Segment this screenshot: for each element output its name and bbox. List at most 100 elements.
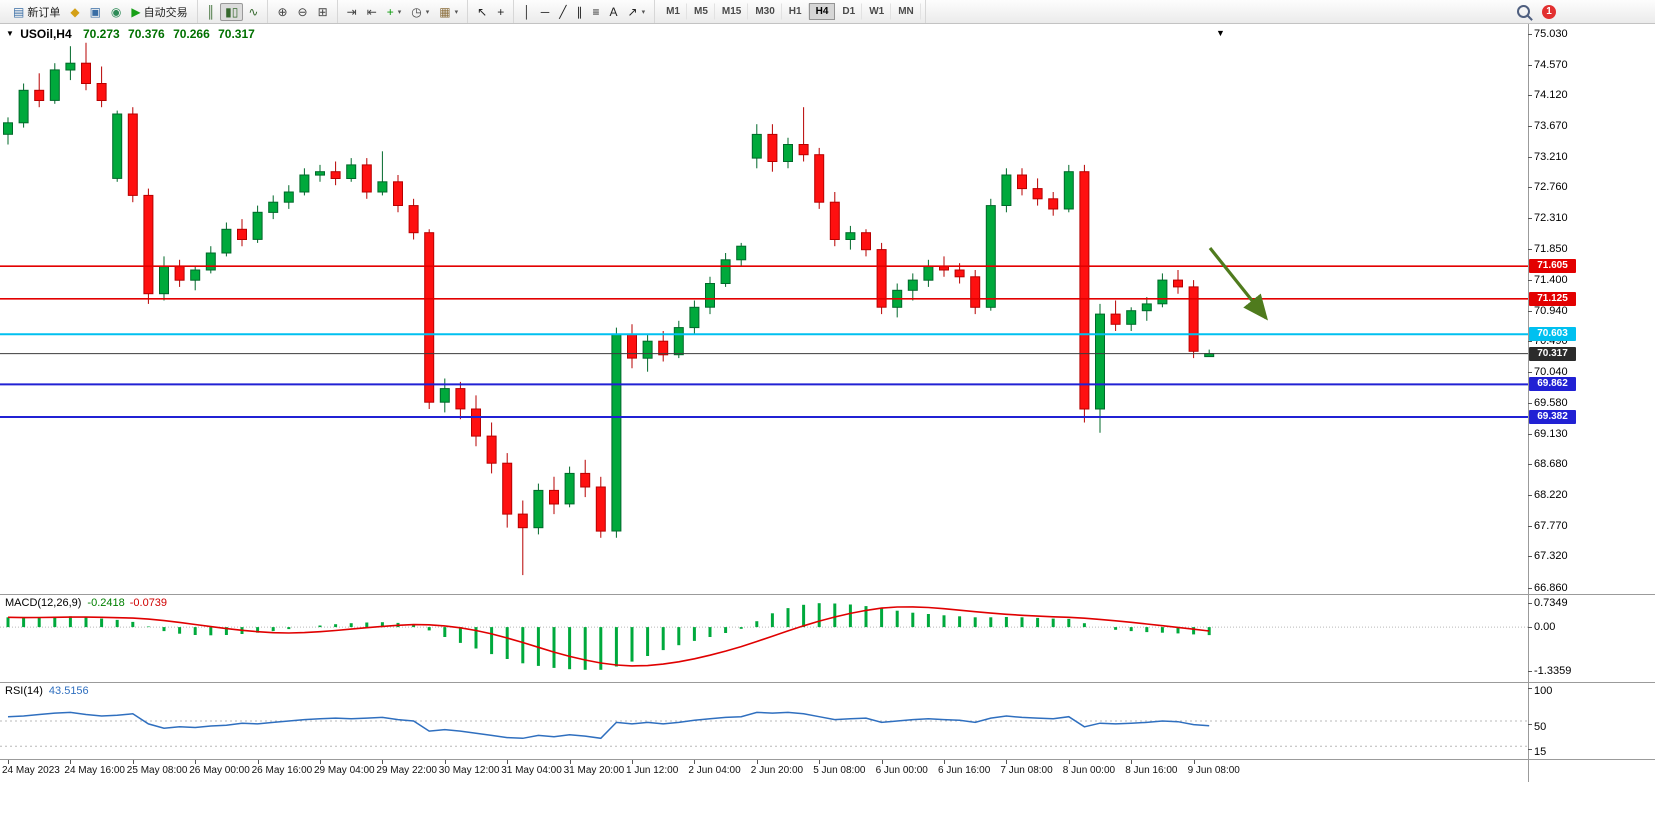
time-axis-tick xyxy=(195,760,197,764)
auto-scroll-button[interactable]: ⇥ xyxy=(342,3,362,21)
timeframe-h1[interactable]: H1 xyxy=(782,3,809,20)
horizontal-line-icon: ─ xyxy=(540,4,550,19)
bar-chart-icon: ║ xyxy=(206,4,216,19)
arrow-tool-icon: ↗ xyxy=(627,4,638,19)
zoom-out-button[interactable]: ⊖ xyxy=(293,3,313,21)
rsi-indicator-label: RSI(14) 43.5156 xyxy=(5,685,89,697)
text-button[interactable]: A xyxy=(604,3,622,21)
time-axis-label: 8 Jun 00:00 xyxy=(1062,765,1116,776)
timeframe-m15[interactable]: M15 xyxy=(715,3,749,20)
vertical-line-button[interactable]: │ xyxy=(518,3,536,21)
time-axis-tick xyxy=(694,760,696,764)
time-axis-label: 1 Jun 12:00 xyxy=(626,765,679,776)
price-level-tag[interactable]: 71.125 xyxy=(1529,291,1576,306)
candlestick-chart-button[interactable]: ▮▯ xyxy=(220,2,244,21)
price-axis-tick xyxy=(1528,125,1532,127)
rsi-axis-label: 15 xyxy=(1534,746,1547,759)
notification-badge[interactable]: 1 xyxy=(1542,4,1556,19)
new-order-button[interactable]: ▤ 新订单 xyxy=(8,1,65,23)
auto-scroll-icon: ⇥ xyxy=(346,4,357,19)
down-arrow-annotation[interactable] xyxy=(1208,247,1268,321)
rsi-current-value: 43.5156 xyxy=(48,685,89,697)
time-axis-tick xyxy=(507,760,509,764)
price-axis-label: 67.770 xyxy=(1534,519,1568,532)
line-chart-button[interactable]: ∿ xyxy=(243,3,263,21)
price-axis-tick xyxy=(1528,64,1532,66)
fibonacci-button[interactable]: ≡ xyxy=(587,3,604,21)
price-level-tag[interactable]: 71.605 xyxy=(1529,259,1576,274)
time-axis-label: 30 May 12:00 xyxy=(438,765,500,776)
time-axis-tick xyxy=(1068,760,1070,764)
symbol-dropdown-icon[interactable]: ▼ xyxy=(6,29,14,38)
time-axis-label: 31 May 04:00 xyxy=(501,765,562,776)
autotrading-button[interactable]: ▶ 自动交易 xyxy=(126,1,192,23)
timeframe-mn[interactable]: MN xyxy=(891,3,921,20)
price-level-tag[interactable]: 70.603 xyxy=(1529,327,1576,342)
price-axis-label: 70.940 xyxy=(1534,304,1568,317)
rsi-panel-canvas[interactable] xyxy=(0,683,1528,759)
chart-shift-button[interactable]: ⇤ xyxy=(362,3,382,21)
open-value: 70.273 xyxy=(82,27,120,41)
price-axis-tick xyxy=(1528,187,1532,189)
time-axis-label: 6 Jun 16:00 xyxy=(938,765,991,776)
time-scale[interactable]: 24 May 2023 24 May 16:00 25 May 08:00 26 Ma… xyxy=(0,760,1528,782)
indicators-button[interactable]: + ▾ xyxy=(382,3,407,21)
price-axis-label: 74.570 xyxy=(1534,58,1568,71)
price-axis-tick xyxy=(1528,279,1532,281)
line-chart-icon: ∿ xyxy=(248,4,259,19)
terminal-button[interactable]: ◉ xyxy=(106,3,126,21)
price-level-tag[interactable]: 69.862 xyxy=(1529,377,1576,392)
tile-windows-button[interactable]: ⊞ xyxy=(313,3,333,21)
current-price-tag: 70.317 xyxy=(1529,346,1576,361)
one-click-trading-collapse-icon[interactable]: ▼ xyxy=(1216,28,1225,38)
panel-resize-separator[interactable] xyxy=(0,682,1655,683)
price-axis-tick xyxy=(1528,556,1532,558)
navigator-button[interactable]: ▣ xyxy=(85,3,106,21)
toolbar-group-cursor: ↖ + xyxy=(468,0,515,23)
panel-separator xyxy=(0,759,1655,760)
price-level-tag[interactable]: 69.382 xyxy=(1529,409,1576,424)
timeframe-m5[interactable]: M5 xyxy=(687,3,715,20)
horizontal-line-button[interactable]: ─ xyxy=(536,3,555,21)
price-chart-canvas[interactable]: ▼ xyxy=(0,24,1528,594)
macd-panel-canvas[interactable] xyxy=(0,595,1528,682)
time-axis-label: 24 May 2023 xyxy=(2,765,60,776)
market-watch-button[interactable]: ◆ xyxy=(65,3,84,21)
periods-button[interactable]: ◷ ▾ xyxy=(406,3,434,21)
time-axis-tick xyxy=(944,760,945,764)
arrows-button[interactable]: ↗ ▾ xyxy=(623,3,651,21)
price-axis-label: 68.220 xyxy=(1534,489,1568,502)
macd-axis-tick xyxy=(1528,602,1532,604)
channel-button[interactable]: ∥ xyxy=(571,3,587,21)
trendline-button[interactable]: ╱ xyxy=(554,3,571,21)
search-icon[interactable] xyxy=(1517,5,1530,18)
vertical-line-icon: │ xyxy=(523,4,531,19)
rsi-axis-tick xyxy=(1528,724,1532,725)
time-axis-tick xyxy=(444,760,446,764)
price-axis-tick xyxy=(1528,310,1532,312)
macd-histogram xyxy=(6,603,1211,670)
timeframe-m1[interactable]: M1 xyxy=(659,3,687,20)
zoom-in-button[interactable]: ⊕ xyxy=(272,3,292,21)
toolbar-right-group: 1 xyxy=(1517,4,1556,19)
price-axis-tick xyxy=(1528,495,1532,497)
price-axis-label: 71.400 xyxy=(1534,273,1568,286)
chart-title: ▼ USOil,H4 70.273 70.376 70.266 70.317 xyxy=(6,27,260,41)
crosshair-button[interactable]: + xyxy=(492,3,509,21)
trendline-icon: ╱ xyxy=(559,4,567,19)
panel-resize-separator[interactable] xyxy=(0,594,1655,595)
timeframe-m30[interactable]: M30 xyxy=(748,3,782,20)
price-axis-tick xyxy=(1528,156,1532,158)
cursor-button[interactable]: ↖ xyxy=(472,3,492,21)
dropdown-caret-icon: ▾ xyxy=(397,8,402,16)
timeframe-d1[interactable]: D1 xyxy=(835,3,863,20)
timeframe-h4[interactable]: H4 xyxy=(808,3,836,20)
bar-chart-button[interactable]: ║ xyxy=(202,3,221,21)
timeframe-w1[interactable]: W1 xyxy=(862,3,892,20)
text-icon: A xyxy=(609,4,618,19)
price-scale[interactable]: 75.030 74.570 74.120 73.670 73.210 72.760 72.3… xyxy=(1528,24,1655,782)
price-axis-tick xyxy=(1528,433,1532,435)
templates-button[interactable]: ▦ ▾ xyxy=(434,3,463,21)
rsi-axis-tick xyxy=(1528,749,1532,751)
